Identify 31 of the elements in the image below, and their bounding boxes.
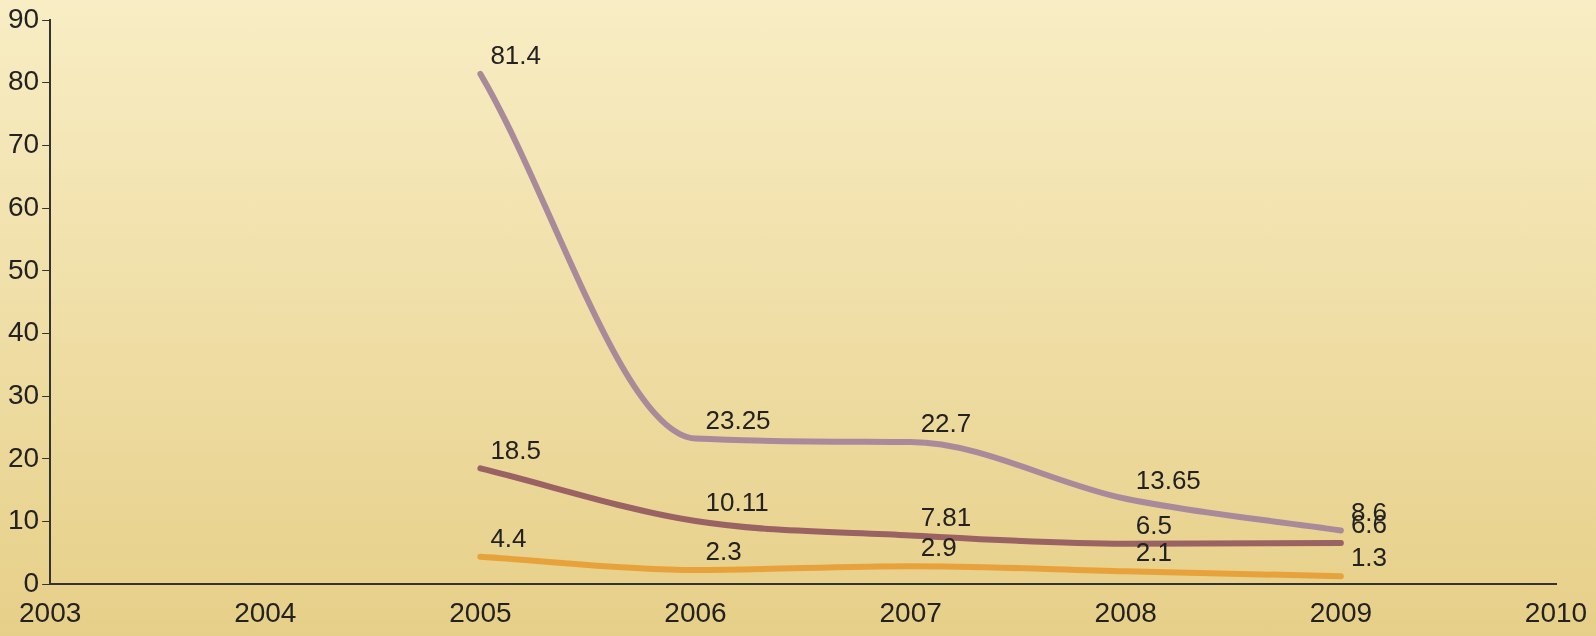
- data-label: 1.3: [1350, 542, 1388, 573]
- y-tick-label: 30: [7, 378, 40, 410]
- y-tick-label: 80: [7, 65, 40, 97]
- data-label: 4.4: [490, 522, 527, 553]
- x-tick-label: 2004: [234, 596, 297, 628]
- x-tick-label: 2010: [1524, 596, 1588, 628]
- y-tick-label: 10: [7, 504, 40, 536]
- x-tick-label: 2008: [1094, 596, 1157, 628]
- x-tick-label: 2005: [449, 596, 512, 628]
- x-tick-label: 2003: [19, 596, 82, 628]
- data-label: 10.11: [705, 487, 769, 518]
- y-tick-label: 50: [7, 253, 40, 285]
- y-tick-label: 0: [23, 567, 40, 599]
- data-label: 6.5: [1135, 509, 1172, 540]
- x-tick-label: 2006: [664, 596, 727, 628]
- y-tick-label: 40: [7, 316, 40, 348]
- y-tick-label: 90: [7, 2, 40, 34]
- y-tick-label: 60: [7, 190, 40, 222]
- data-label: 23.25: [705, 404, 771, 435]
- data-label: 18.5: [490, 434, 541, 465]
- x-tick-label: 2009: [1309, 596, 1373, 628]
- data-label: 7.81: [920, 501, 972, 532]
- data-label: 22.7: [920, 408, 972, 439]
- data-label: 2.3: [705, 536, 742, 567]
- data-label: 13.65: [1135, 464, 1201, 495]
- y-tick-label: 20: [7, 441, 40, 473]
- data-label: 2.1: [1135, 537, 1172, 568]
- y-tick-label: 70: [7, 128, 40, 160]
- data-label: 81.4: [490, 40, 541, 71]
- data-label: 2.9: [920, 532, 957, 563]
- x-tick-label: 2007: [879, 596, 942, 628]
